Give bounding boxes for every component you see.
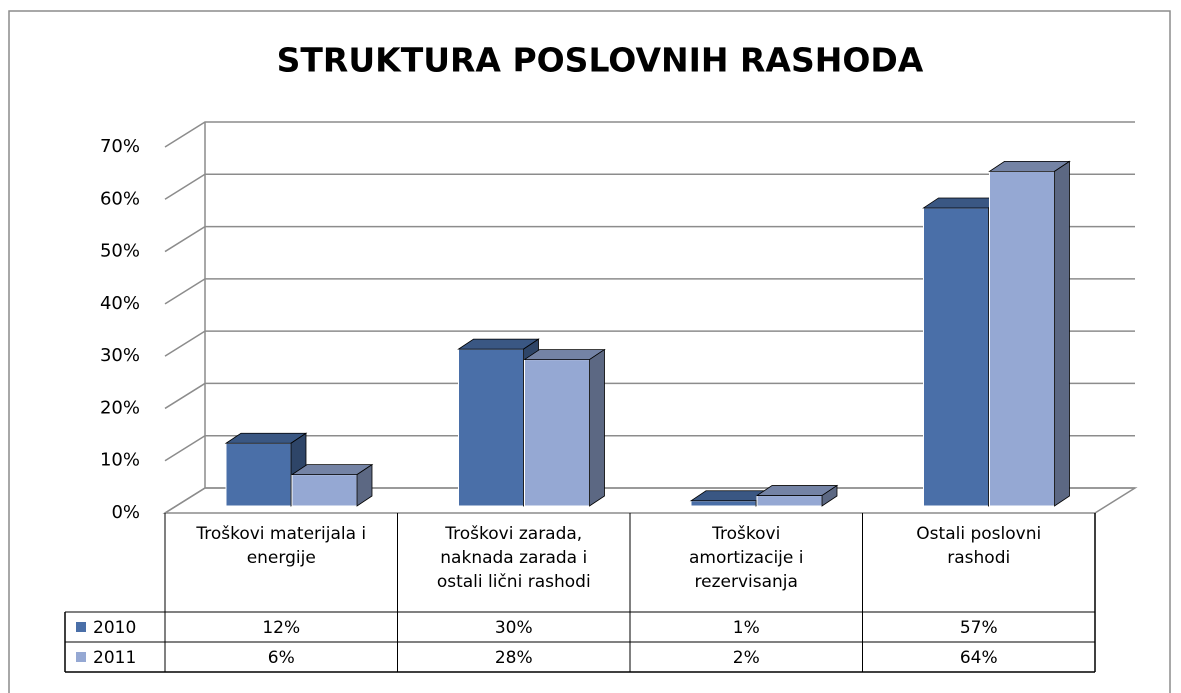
chart-frame: [8, 10, 1171, 693]
bar-front: [923, 207, 989, 507]
bar-front: [756, 495, 823, 507]
bar: [290, 463, 374, 507]
bar-front: [458, 348, 524, 507]
legend-label: 2010: [93, 618, 136, 638]
bar-side: [1054, 160, 1070, 507]
legend-marker: [76, 622, 86, 632]
category-label: Ostali poslovni rashodi: [916, 524, 1042, 568]
y-tick-label: 10%: [100, 450, 140, 471]
legend-label: 2011: [93, 648, 136, 668]
bar-side: [821, 484, 838, 507]
category-label: Troškovi materijala i energije: [196, 524, 367, 568]
category-label: Troškovi amortizacije i rezervisanja: [689, 524, 804, 592]
bar-side: [589, 348, 605, 507]
bar-front: [225, 442, 292, 507]
table-value: 1%: [733, 618, 760, 638]
table-value: 6%: [268, 648, 295, 668]
legend-marker: [76, 652, 86, 662]
grid-line: [164, 382, 1135, 410]
y-tick-label: 40%: [100, 293, 140, 314]
y-tick-label: 50%: [100, 241, 140, 262]
grid-line: [164, 225, 1135, 253]
grid-line: [164, 434, 1135, 462]
bar-front: [291, 474, 358, 507]
bar-front: [524, 359, 590, 507]
table-value: 64%: [960, 648, 998, 668]
y-tick-label: 70%: [100, 136, 140, 157]
table-value: 30%: [495, 618, 533, 638]
grid-line: [164, 278, 1135, 305]
bar: [988, 160, 1071, 507]
category-label: Troškovi zarada, naknada zarada i ostali…: [436, 524, 591, 592]
table-value: 28%: [495, 648, 533, 668]
grid-line: [164, 330, 1135, 357]
bar: [755, 484, 839, 507]
table-value: 57%: [960, 618, 998, 638]
y-tick-label: 30%: [100, 345, 140, 366]
bar-front: [690, 500, 757, 507]
grid-line: [164, 121, 1135, 148]
table-value: 2%: [733, 648, 760, 668]
table-value: 12%: [262, 618, 300, 638]
bar-front: [989, 170, 1055, 507]
chart-title: STRUKTURA POSLOVNIH RASHODA: [277, 41, 924, 80]
bar: [523, 348, 606, 507]
grid-line: [164, 173, 1135, 200]
bar-side: [356, 463, 373, 507]
y-tick-label: 60%: [100, 188, 140, 209]
y-tick-label: 0%: [111, 502, 140, 523]
y-tick-label: 20%: [100, 397, 140, 418]
